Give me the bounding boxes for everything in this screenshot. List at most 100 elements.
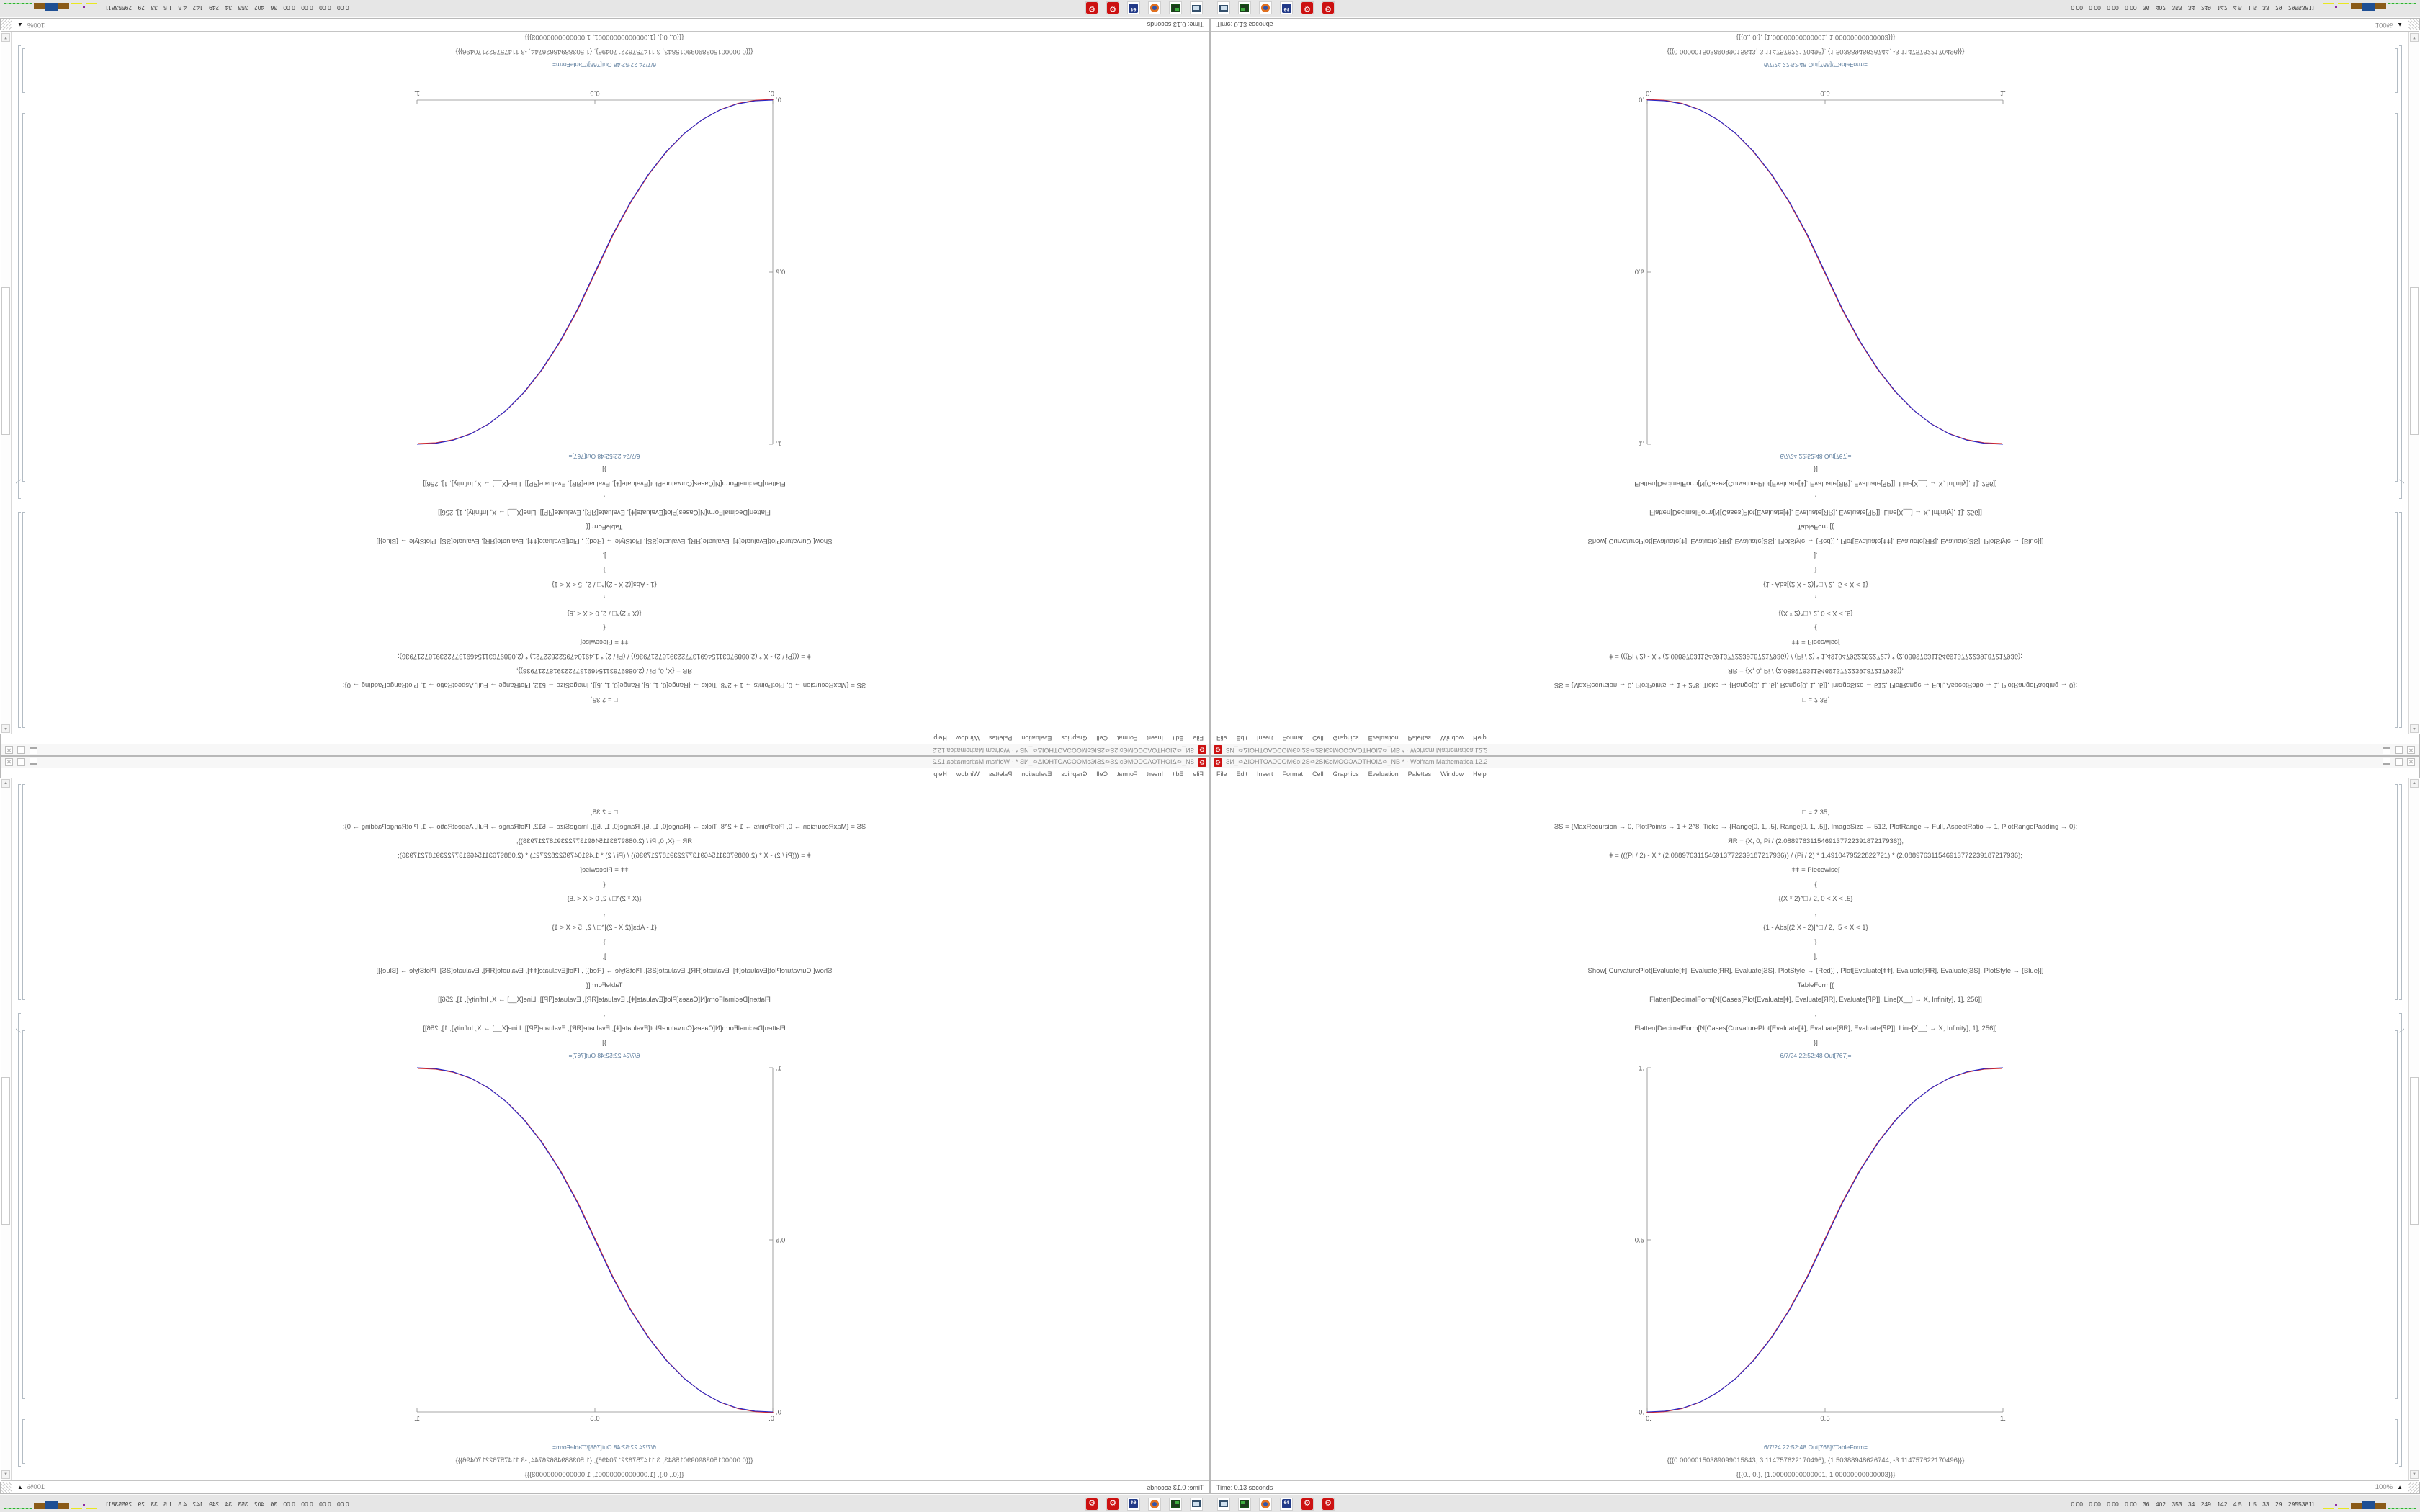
window-titlebar[interactable]: ⚙ ЗИ_≏ΔΙΟΗΤΟΛϽCOMЄͻΙ2S≏2SΙЄͻMOOϽΛΟΤΗΟΙΔ≏… [1211, 744, 2419, 755]
cell-bracket-input-group[interactable] [2399, 512, 2402, 728]
cell-bracket-input[interactable] [22, 784, 25, 1000]
minimize-button[interactable] [30, 747, 37, 754]
menu-palettes[interactable]: Palettes [988, 734, 1013, 742]
scroll-up-arrow[interactable]: ▲ [1, 779, 10, 788]
floppy-64-icon[interactable]: 64 [1280, 1497, 1293, 1511]
menu-format[interactable]: Format [1116, 770, 1138, 778]
cell-bracket-outer[interactable] [14, 783, 17, 1480]
menu-format[interactable]: Format [1116, 734, 1138, 742]
terminal-icon[interactable] [1169, 1497, 1182, 1511]
cell-bracket-output-group[interactable] [18, 45, 21, 499]
menu-evaluation[interactable]: Evaluation [1368, 770, 1399, 778]
cell-bracket-plot[interactable] [22, 113, 25, 482]
resize-grip[interactable] [1, 19, 12, 30]
vertical-scrollbar[interactable]: ▲ ▼ [1, 32, 12, 734]
menu-insert[interactable]: Insert [1257, 770, 1273, 778]
floppy-64-icon[interactable]: 64 [1127, 1, 1140, 15]
menu-graphics[interactable]: Graphics [1061, 734, 1088, 742]
menu-evaluation[interactable]: Evaluation [1368, 734, 1399, 742]
firefox-icon[interactable] [1259, 1497, 1272, 1511]
gear-icon[interactable]: ⚙ [1085, 1497, 1098, 1511]
menu-palettes[interactable]: Palettes [988, 770, 1013, 778]
gear-icon[interactable]: ⚙ [1085, 1, 1098, 15]
cell-bracket-outer[interactable] [2403, 32, 2406, 729]
gear-icon[interactable]: ⚙ [1322, 1497, 1335, 1511]
cell-bracket-table[interactable] [2395, 1419, 2398, 1464]
close-button[interactable]: ✕ [2407, 746, 2415, 754]
cell-bracket-plot[interactable] [2395, 113, 2398, 482]
menu-edit[interactable]: Edit [1236, 770, 1248, 778]
menu-format[interactable]: Format [1282, 770, 1304, 778]
menu-format[interactable]: Format [1282, 734, 1304, 742]
magnification-value[interactable]: 100% [2375, 1483, 2393, 1491]
window-titlebar[interactable]: ⚙ ЗИ_≏ΔΙΟΗΤΟΛϽCOMЄͻΙ2S≏2SΙЄͻMOOϽΛΟΤΗΟΙΔ≏… [1, 757, 1209, 768]
magnification-dropdown-icon[interactable]: ▲ [17, 1484, 23, 1490]
menu-window[interactable]: Window [1440, 770, 1464, 778]
menu-evaluation[interactable]: Evaluation [1021, 734, 1052, 742]
menu-cell[interactable]: Cell [1096, 734, 1108, 742]
menu-help[interactable]: Help [933, 770, 947, 778]
scrollbar-thumb[interactable] [1, 287, 10, 435]
menu-graphics[interactable]: Graphics [1332, 770, 1359, 778]
scroll-up-arrow[interactable]: ▲ [2410, 779, 2419, 788]
cell-bracket-table[interactable] [22, 1419, 25, 1464]
menu-file[interactable]: File [1216, 734, 1227, 742]
maximize-button[interactable] [2395, 758, 2403, 766]
menu-help[interactable]: Help [1473, 770, 1487, 778]
cell-bracket-plot[interactable] [22, 1030, 25, 1399]
menu-insert[interactable]: Insert [1147, 770, 1163, 778]
cell-bracket-output-group[interactable] [2399, 45, 2402, 499]
magnification-value[interactable]: 100% [2375, 21, 2393, 29]
cell-bracket-table[interactable] [2395, 48, 2398, 93]
notebook-content[interactable]: □ = 2.35; ƧS = {MaxRecursion → 0, PlotPo… [0, 30, 1209, 734]
notebook-content[interactable]: □ = 2.35; ƧS = {MaxRecursion → 0, PlotPo… [1211, 778, 2420, 1482]
firefox-icon[interactable] [1148, 1497, 1161, 1511]
floppy-64-icon[interactable]: 64 [1127, 1497, 1140, 1511]
scrollbar-thumb[interactable] [2410, 1077, 2419, 1225]
menu-window[interactable]: Window [1440, 734, 1464, 742]
magnification-dropdown-icon[interactable]: ▲ [2397, 1484, 2403, 1490]
cell-bracket-output-group[interactable] [18, 1013, 21, 1467]
gear-icon[interactable]: ⚙ [1301, 1, 1314, 15]
notebook-content[interactable]: □ = 2.35; ƧS = {MaxRecursion → 0, PlotPo… [1211, 30, 2420, 734]
magnification-value[interactable]: 100% [27, 1483, 45, 1491]
scroll-down-arrow[interactable]: ▼ [2410, 33, 2419, 42]
input-cell-code[interactable]: □ = 2.35; ƧS = {MaxRecursion → 0, PlotPo… [1211, 462, 2420, 706]
menu-cell[interactable]: Cell [1096, 770, 1108, 778]
scroll-down-arrow[interactable]: ▼ [2410, 1470, 2419, 1479]
desktop-pager[interactable] [1, 1, 97, 16]
cell-bracket-plot[interactable] [2395, 1030, 2398, 1399]
close-button[interactable]: ✕ [2407, 758, 2415, 766]
menu-edit[interactable]: Edit [1236, 734, 1248, 742]
menu-palettes[interactable]: Palettes [1407, 734, 1432, 742]
cell-bracket-input-group[interactable] [18, 784, 21, 1000]
menu-file[interactable]: File [1216, 770, 1227, 778]
terminal-icon[interactable] [1169, 1, 1182, 15]
menu-window[interactable]: Window [956, 734, 980, 742]
window-titlebar[interactable]: ⚙ ЗИ_≏ΔΙΟΗΤΟΛϽCOMЄͻΙ2S≏2SΙЄͻMOOϽΛΟΤΗΟΙΔ≏… [1211, 757, 2419, 768]
magnification-dropdown-icon[interactable]: ▲ [2397, 22, 2403, 28]
menu-insert[interactable]: Insert [1147, 734, 1163, 742]
vertical-scrollbar[interactable]: ▲ ▼ [1, 778, 12, 1480]
scroll-up-arrow[interactable]: ▲ [2410, 724, 2419, 733]
window-titlebar[interactable]: ⚙ ЗИ_≏ΔΙΟΗΤΟΛϽCOMЄͻΙ2S≏2SΙЄͻMOOϽΛΟΤΗΟΙΔ≏… [1, 744, 1209, 755]
gear-icon[interactable]: ⚙ [1106, 1, 1119, 15]
magnification-dropdown-icon[interactable]: ▲ [17, 22, 23, 28]
maximize-button[interactable] [17, 758, 25, 766]
menu-help[interactable]: Help [1473, 734, 1487, 742]
menu-cell[interactable]: Cell [1312, 734, 1324, 742]
minimize-button[interactable] [30, 758, 37, 765]
cell-bracket-output-group[interactable] [2399, 1013, 2402, 1467]
cell-bracket-input-group[interactable] [18, 512, 21, 728]
input-cell-code[interactable]: □ = 2.35; ƧS = {MaxRecursion → 0, PlotPo… [0, 806, 1209, 1050]
floppy-64-icon[interactable]: 64 [1280, 1, 1293, 15]
minimize-button[interactable] [2383, 747, 2390, 754]
scroll-down-arrow[interactable]: ▼ [1, 33, 10, 42]
cell-bracket-input[interactable] [22, 512, 25, 728]
display-icon[interactable] [1217, 1, 1230, 15]
menu-window[interactable]: Window [956, 770, 980, 778]
maximize-button[interactable] [17, 746, 25, 754]
close-button[interactable]: ✕ [5, 758, 13, 766]
vertical-scrollbar[interactable]: ▲ ▼ [2408, 778, 2419, 1480]
desktop-pager[interactable] [2323, 1, 2419, 16]
